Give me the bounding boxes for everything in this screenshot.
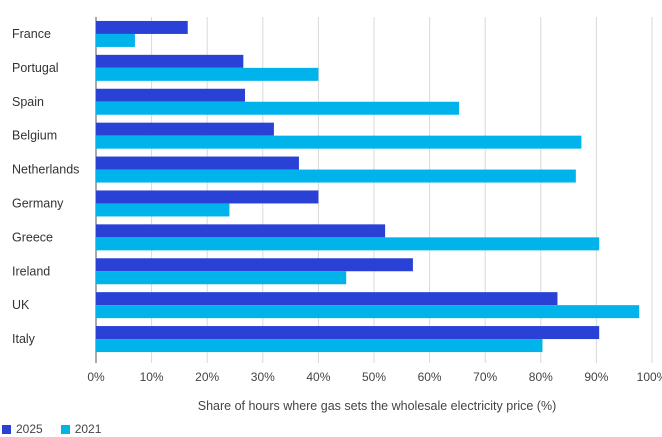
- category-label: Greece: [12, 230, 53, 244]
- category-label: Ireland: [12, 264, 50, 278]
- legend-swatch-2021: [60, 424, 70, 434]
- x-tick-label: 30%: [251, 370, 275, 384]
- bar-2025-portugal: [96, 54, 244, 68]
- category-labels: France Portugal Spain Belgium Netherlands Ger…: [12, 27, 79, 346]
- bar-2021-netherlands: [96, 169, 576, 183]
- x-tick-label: 90%: [584, 370, 608, 384]
- category-label: France: [12, 27, 51, 41]
- bar-2025-netherlands: [96, 156, 299, 170]
- x-tick-label: 60%: [418, 370, 442, 384]
- bar-2021-germany: [96, 203, 230, 217]
- legend-swatch-2025: [2, 424, 11, 434]
- bars: [96, 20, 640, 353]
- category-label: UK: [12, 298, 30, 312]
- x-tick-label: 20%: [195, 370, 219, 384]
- x-tick-label: 40%: [306, 370, 330, 384]
- bar-2021-italy: [96, 339, 543, 353]
- bar-2021-greece: [96, 237, 600, 251]
- bar-2025-uk: [96, 292, 558, 306]
- bar-2025-france: [96, 20, 188, 34]
- category-label: Italy: [12, 332, 36, 346]
- legend-label-2025: 2025: [16, 422, 43, 436]
- x-tick-label: 100%: [637, 370, 662, 384]
- legend-item-2021: 2021: [60, 422, 102, 436]
- bar-2025-belgium: [96, 122, 274, 136]
- bar-2021-spain: [96, 101, 460, 115]
- category-label: Germany: [12, 196, 64, 210]
- bar-2021-portugal: [96, 67, 319, 81]
- bar-2025-italy: [96, 326, 600, 340]
- x-tick-labels: 0% 10% 20% 30% 40% 50% 60% 70% 80% 90% 100%: [87, 370, 662, 384]
- x-tick-label: 10%: [140, 370, 164, 384]
- category-label: Netherlands: [12, 163, 79, 177]
- bar-2021-uk: [96, 305, 640, 319]
- bar-2021-belgium: [96, 135, 582, 149]
- bar-2021-france: [96, 33, 135, 47]
- legend: 2025 2021: [2, 422, 101, 436]
- bar-2025-spain: [96, 88, 246, 102]
- legend-label-2021: 2021: [74, 422, 102, 436]
- bar-2021-ireland: [96, 271, 347, 285]
- x-tick-label: 0%: [87, 370, 105, 384]
- x-axis-title: Share of hours where gas sets the wholes…: [198, 399, 557, 413]
- x-tick-label: 70%: [473, 370, 497, 384]
- bar-2025-ireland: [96, 258, 413, 272]
- x-tick-label: 50%: [362, 370, 386, 384]
- category-label: Portugal: [12, 61, 59, 75]
- x-tick-label: 80%: [529, 370, 553, 384]
- category-label: Belgium: [12, 129, 57, 143]
- legend-item-2025: 2025: [2, 422, 43, 436]
- category-label: Spain: [12, 95, 44, 109]
- bar-2025-germany: [96, 190, 319, 204]
- bar-2025-greece: [96, 224, 386, 238]
